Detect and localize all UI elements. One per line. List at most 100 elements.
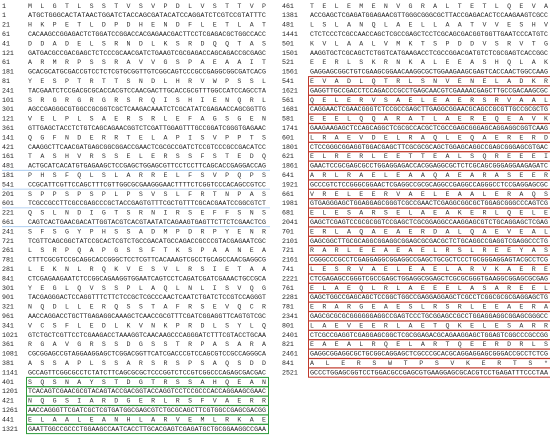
aa-number: 781 (282, 304, 294, 311)
nt-number: 1741 (282, 125, 298, 132)
aa-number: 1 (2, 3, 6, 10)
nt-number: 301 (2, 106, 14, 113)
nt-number: 1261 (2, 407, 18, 414)
amino-acid-sequence: V R E L E E R V A E L E A A L E R A Q S (310, 191, 548, 198)
nt-number: 481 (2, 163, 14, 170)
sequence-box (26, 395, 269, 406)
nt-number: 1021 (2, 332, 18, 339)
sequence-box (308, 151, 550, 162)
nucleotide-sequence: CAAGGCTTCAACGATGAGCGGCGGACCGAACTCGCGCCGA… (28, 144, 266, 151)
nt-number: 781 (2, 257, 14, 264)
aa-number: 121 (2, 116, 14, 123)
aa-number: 841 (282, 360, 294, 367)
nt-number: 2341 (282, 313, 298, 320)
amino-acid-sequence: Q G F N D E R R T E L A P I S V P P T S (28, 134, 266, 141)
nucleotide-sequence: TACGAATCTCCGACGCGCACCACGTCCAACGACTTGCACC… (28, 87, 266, 94)
aa-number: 741 (282, 266, 294, 273)
aa-number: 81 (2, 78, 10, 85)
aa-number: 481 (282, 22, 294, 29)
aa-number: 561 (282, 97, 294, 104)
amino-acid-sequence: V C S F L E D L K V N K P R D L S Y L Q (28, 322, 266, 329)
aa-number: 381 (2, 360, 14, 367)
amino-acid-sequence: E L A A L E A N H L A R V E M L R K A E (28, 416, 266, 423)
nt-number: 1201 (2, 388, 18, 395)
amino-acid-sequence: V E L P L S A E R S R L E F A G S G E N (28, 116, 266, 123)
nt-number: 2401 (282, 332, 298, 339)
nucleotide-sequence: GCACGCATGCGACCGTCCTCTCGTGCGGTTGTCGGCAGTC… (28, 69, 266, 76)
amino-acid-sequence: P H S F Q L S L A R R E L F S V P Q P S (28, 172, 266, 179)
amino-acid-sequence: R G A V G R S S D G S S T R P A S A R A (28, 341, 266, 348)
nucleotide-sequence: CTCGAGAAGAATCTCCGGCAGAAGGTGGAATCAGTCCTCA… (28, 275, 266, 282)
aa-number: 361 (2, 341, 14, 348)
nucleotide-sequence: ATGCTGGGCACTATAACTGGATCTACCAGCGATACATCCA… (28, 12, 266, 19)
amino-acid-sequence: T A S H V R S S E L E R S S F S T E D Q (28, 153, 266, 160)
aa-number: 661 (282, 191, 294, 198)
amino-acid-sequence: H K P E T L D P D H E N D F L E T L A T (28, 22, 266, 29)
aa-number: 101 (2, 97, 14, 104)
amino-acid-sequence: K V L A A L V M K T S P D D V S R V T G (310, 40, 548, 47)
nucleotide-sequence: GAGGAGCGGCTGTCGAAGCGGAACAAGGCGCTGGAAGAAG… (310, 69, 548, 76)
aa-number: 521 (282, 59, 294, 66)
aa-number: 201 (2, 191, 14, 198)
nt-number: 1441 (282, 31, 298, 38)
amino-acid-sequence: A S S A P L S S A R S R S P S A Q S D D (28, 360, 266, 367)
sequence-box (308, 339, 550, 350)
nt-number: 2041 (282, 219, 298, 226)
aa-number: 541 (282, 78, 294, 85)
nucleotide-sequence: CTCTCCCTCGCCAACCAGCTCGCCGAGCTCCTCGCAGCGA… (310, 31, 548, 38)
aa-number: 441 (2, 416, 14, 423)
sequence-box (308, 264, 550, 275)
nucleotide-sequence: GAGCTGGCCGAGCAGCTCCGGCTGGCCGAGGAGGAGCTCG… (310, 294, 548, 301)
aa-number: 301 (2, 285, 14, 292)
nucleotide-sequence: CGCGGAGCCGTAGGAAGGAGCTCGGACGGTTCATCGACCC… (28, 351, 266, 358)
nt-number: 2101 (282, 238, 298, 245)
nt-number: 1561 (282, 69, 298, 76)
aa-number: 701 (282, 228, 294, 235)
amino-acid-sequence: S F S G Y P H S S A D M P D R P Y E N R (28, 228, 266, 235)
nt-number: 1801 (282, 144, 298, 151)
amino-acid-sequence: L A E V E E R L A E T Q K E L E S A R R (310, 322, 548, 329)
sequence-box (308, 320, 550, 331)
nucleotide-sequence: CTCGCCGAGGTCGAGGAGCGGCTCGCGGAGACGCAGAAGG… (310, 332, 548, 339)
nucleotide-sequence: TCGCCGCCTTCGCCGAGCCCGCTACCGAGTGTTTCGCTGT… (28, 200, 266, 207)
nucleotide-sequence: ACTGCATCACATGTGAGAAGCTCCGAGCTGGAGCGTTCCT… (28, 163, 266, 170)
aa-number: 461 (282, 3, 294, 10)
nt-number: 2161 (282, 257, 298, 264)
nucleotide-sequence: TCACAGTCGAACGCGTACAGTACCGACGGTACCAGGTCCT… (28, 388, 266, 395)
nt-number: 601 (2, 200, 14, 207)
amino-acid-sequence: A R M R P S S R A V V G S P A E A A I T (28, 59, 266, 66)
nucleotide-sequence: GAATTGGCCGCCCTGGAAGCCAATCACCTTGCACGAGTCG… (28, 426, 266, 433)
sequence-box (308, 170, 550, 181)
nt-number: 1981 (282, 200, 298, 207)
nucleotide-sequence: AGCCGAGGGCGTGGCCGCGGTCGCTCAAGACAAATCTCGC… (28, 106, 266, 113)
sequence-box (308, 245, 550, 256)
amino-acid-sequence: N Q G S I A R D G E R L R S F V A E R R (28, 398, 266, 405)
nucleotide-sequence: GCCAGTTCGGCGCCTCTATCTTCAGCGCGCTCCCGGTCTC… (28, 369, 266, 376)
nt-number: 181 (2, 69, 14, 76)
amino-acid-sequence: S R G R G R G R S R Q I S H I E N Q R L (28, 97, 266, 104)
amino-acid-sequence: E L R E R L E E T T E A L S Q R E E E I (310, 153, 548, 160)
amino-acid-sequence: L S L A N Q L A E L L A A T V V E S H V (310, 22, 548, 29)
amino-acid-sequence: L E K N L R Q K V E S V L R S I E T A A (28, 266, 266, 273)
nt-number: 121 (2, 50, 14, 57)
nt-number: 1621 (282, 87, 298, 94)
amino-acid-sequence: A R L R A E L E A A Q A E A R A S E E R (310, 172, 548, 179)
nt-number: 901 (2, 294, 14, 301)
aa-number: 181 (2, 172, 14, 179)
nucleotide-sequence: ACCGAGCTCGAGATGGAGAACGTTGGGCGGGCGCTTACCG… (310, 12, 548, 19)
aa-number: 241 (2, 228, 14, 235)
nucleotide-sequence: AACCAGGGTTCGATCGCTCGTGATGGCGAGCGTCTGCGCA… (28, 407, 266, 414)
nt-number: 541 (2, 181, 14, 188)
aa-number: 281 (2, 266, 14, 273)
amino-acid-sequence: Y E S P T R T T S N D L H R V W P S S L (28, 78, 266, 85)
nt-number: 2461 (282, 351, 298, 358)
nt-number: 1501 (282, 50, 298, 57)
nt-number: 721 (2, 238, 14, 245)
amino-acid-sequence: D D A D E L S R N D L K S R D Q Q T A S (28, 40, 266, 47)
amino-acid-sequence: S Q S N A Y S T D G T R S S A H Q E A N (28, 379, 266, 386)
nucleotide-sequence: AAGGTGCTCGCAGCTCTGGTCATGAAGACCTCGCCGGACG… (310, 50, 548, 57)
amino-acid-sequence: Y E G L Q V S S P L A Q L N L I S V Q G (28, 285, 266, 292)
aa-number: 681 (282, 210, 294, 217)
nucleotide-sequence: GAGCGGCTTGCGCAGGCGGAGGCGGAGCGCGACGCTCTGC… (310, 238, 548, 245)
